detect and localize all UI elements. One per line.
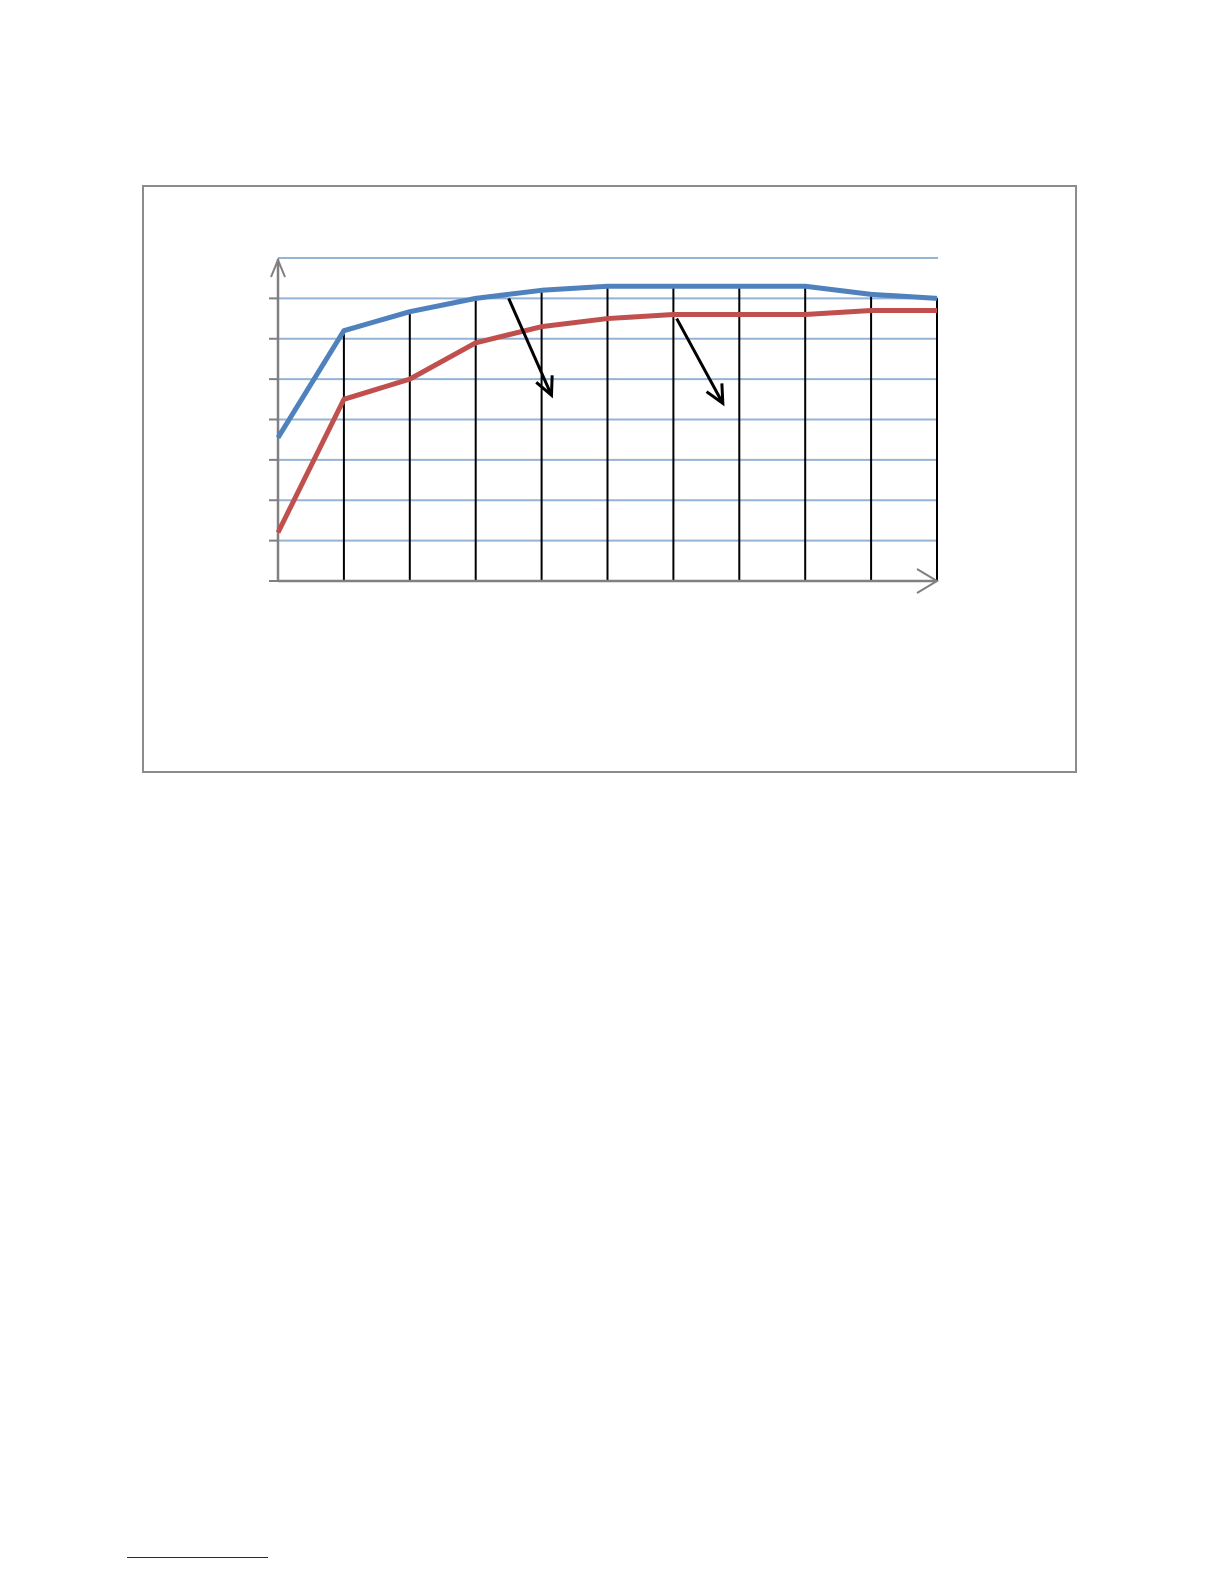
x-axis-arrowhead <box>916 568 939 594</box>
line-chart <box>269 257 939 594</box>
annotation-arrowhead-2 <box>705 383 725 407</box>
chart-frame <box>142 185 1077 773</box>
series-line-2 <box>275 307 937 534</box>
annotation-arrow-2 <box>675 317 725 405</box>
y-axis-arrowhead <box>270 257 286 278</box>
series-line-1 <box>275 283 938 439</box>
footnote-separator <box>127 1557 268 1558</box>
annotation-arrowhead-1 <box>535 375 554 399</box>
annotation-arrow-1 <box>507 297 553 396</box>
